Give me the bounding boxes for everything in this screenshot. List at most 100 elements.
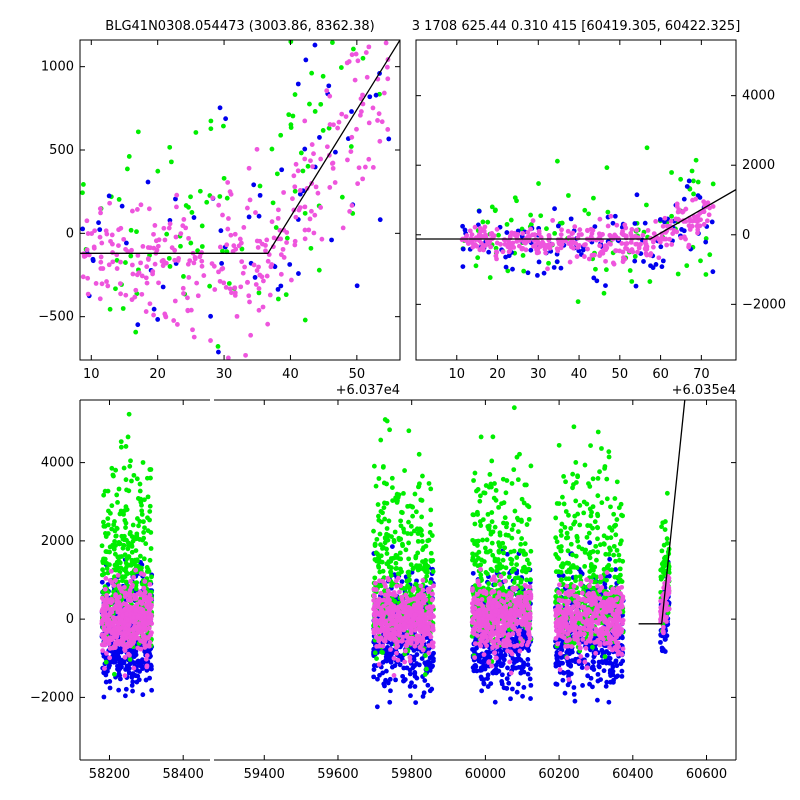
data-point xyxy=(303,57,309,63)
data-point xyxy=(316,267,322,273)
data-point xyxy=(309,142,315,147)
data-point xyxy=(499,663,505,668)
data-point xyxy=(568,216,574,222)
data-point xyxy=(142,525,147,531)
data-point xyxy=(138,553,143,559)
data-point xyxy=(278,283,284,289)
data-point xyxy=(500,476,506,482)
data-point xyxy=(675,271,681,277)
data-point xyxy=(559,227,564,233)
data-point xyxy=(506,249,512,255)
data-point xyxy=(585,673,591,679)
data-point xyxy=(408,562,414,568)
data-point xyxy=(551,265,557,270)
data-point xyxy=(574,565,580,571)
data-point xyxy=(164,231,170,237)
data-point xyxy=(293,161,299,167)
data-point xyxy=(659,264,665,270)
data-point xyxy=(99,632,105,638)
data-point xyxy=(521,239,527,245)
data-point xyxy=(116,687,122,693)
data-point xyxy=(487,472,493,477)
data-point xyxy=(100,648,106,654)
data-point xyxy=(191,215,197,220)
data-point xyxy=(524,577,529,583)
data-point xyxy=(101,694,107,700)
data-point xyxy=(481,677,487,683)
data-point xyxy=(506,253,512,259)
data-point xyxy=(683,236,688,242)
data-point xyxy=(225,180,231,185)
data-point xyxy=(105,522,111,528)
data-point xyxy=(408,693,413,699)
data-point xyxy=(608,535,614,541)
data-point xyxy=(594,574,600,580)
data-point xyxy=(300,487,305,492)
data-point xyxy=(133,329,139,335)
data-point xyxy=(99,543,105,549)
data-point xyxy=(238,240,244,246)
data-point xyxy=(317,135,322,140)
data-point xyxy=(295,168,301,174)
data-point xyxy=(380,670,386,676)
data-point xyxy=(253,210,258,215)
data-point xyxy=(615,673,621,679)
data-point xyxy=(590,227,596,233)
data-point xyxy=(479,667,484,673)
data-point xyxy=(115,628,121,634)
data-point xyxy=(606,454,612,460)
data-point xyxy=(574,533,580,539)
data-point xyxy=(629,226,635,232)
data-point xyxy=(581,242,587,248)
data-point xyxy=(596,659,602,665)
x-offset-label: +6.037e4 xyxy=(336,383,400,398)
data-point xyxy=(635,249,640,255)
data-point xyxy=(98,210,103,216)
data-point xyxy=(701,209,707,215)
data-point xyxy=(133,586,139,592)
data-point xyxy=(125,434,131,440)
data-point xyxy=(590,549,596,554)
data-point xyxy=(500,540,506,546)
data-point xyxy=(479,577,484,583)
data-point xyxy=(389,565,394,571)
data-point xyxy=(220,248,225,254)
data-point xyxy=(478,572,484,578)
data-point xyxy=(510,266,515,272)
data-point xyxy=(116,197,122,202)
data-point xyxy=(329,237,334,243)
data-point xyxy=(186,204,191,210)
data-point xyxy=(598,677,603,682)
data-point xyxy=(109,465,115,471)
data-point xyxy=(116,486,122,492)
data-point xyxy=(406,569,412,575)
data-point xyxy=(388,659,394,665)
data-point xyxy=(634,227,640,233)
data-point xyxy=(207,283,213,289)
x-tick-label: 20 xyxy=(149,367,166,382)
data-point xyxy=(501,550,506,556)
data-point xyxy=(511,548,517,554)
data-point xyxy=(504,230,510,235)
data-point xyxy=(333,149,338,155)
data-point xyxy=(97,227,103,233)
data-point xyxy=(558,528,564,534)
data-point xyxy=(604,165,610,171)
data-point xyxy=(579,665,585,670)
data-point xyxy=(223,284,229,290)
data-point xyxy=(107,685,113,691)
data-point xyxy=(513,665,519,671)
data-point xyxy=(525,230,531,235)
data-point xyxy=(124,666,130,672)
data-point xyxy=(553,594,559,599)
data-point xyxy=(474,509,480,515)
data-point xyxy=(510,636,516,642)
data-point xyxy=(181,291,186,296)
data-point xyxy=(174,204,179,210)
data-point xyxy=(382,417,388,422)
data-point xyxy=(596,231,602,237)
data-point xyxy=(470,555,476,561)
data-point xyxy=(166,225,172,231)
data-point xyxy=(642,240,648,246)
data-point xyxy=(604,535,610,541)
